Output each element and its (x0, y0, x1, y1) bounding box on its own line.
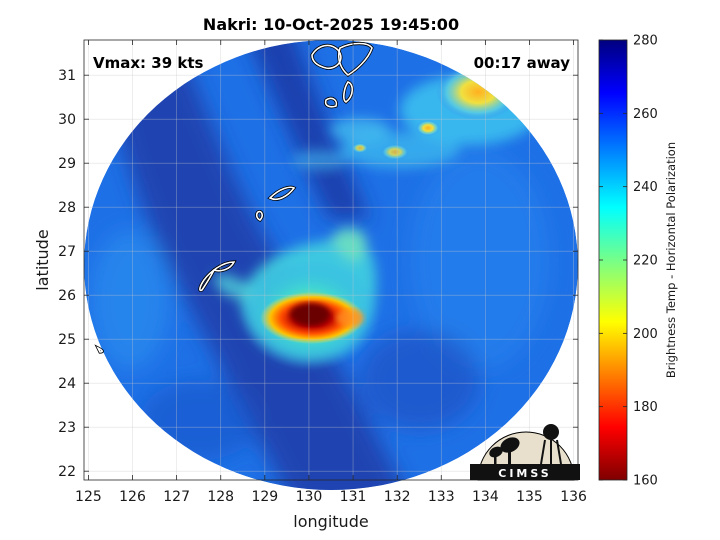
y-tick-label: 26 (58, 288, 76, 304)
y-axis-ticks: 22 23 24 25 26 27 28 29 30 31 (58, 68, 578, 480)
colorbar-tick-label: 240 (633, 180, 658, 195)
x-tick-label: 129 (251, 489, 278, 505)
x-tick-label: 134 (472, 489, 499, 505)
axes-frame (83, 39, 579, 481)
y-tick-label: 22 (58, 464, 76, 480)
coastlines (94, 41, 374, 354)
y-tick-label: 27 (58, 244, 76, 260)
y-tick-label: 29 (58, 156, 76, 172)
colorbar-tick-label: 160 (633, 474, 658, 489)
y-tick-label: 25 (58, 332, 76, 348)
y-tick-label: 23 (58, 420, 76, 436)
colorbar-tick-label: 280 (633, 34, 658, 49)
colorbar (598, 39, 628, 481)
time-away-label: 00:17 away (474, 54, 571, 72)
grid-lines (84, 40, 578, 480)
x-tick-label: 127 (163, 489, 190, 505)
x-axis-label: longitude (293, 512, 368, 531)
cimss-logo: CIMSS (470, 424, 580, 481)
x-tick-label: 133 (428, 489, 455, 505)
colorbar-tick-label: 180 (633, 400, 658, 415)
y-axis-label: latitude (33, 229, 52, 290)
logo-text: CIMSS (498, 467, 551, 480)
x-tick-label: 128 (207, 489, 234, 505)
water-tower-icon (543, 424, 559, 440)
x-tick-label: 135 (516, 489, 543, 505)
x-tick-label: 125 (75, 489, 102, 505)
x-tick-label: 136 (560, 489, 587, 505)
colorbar-ticks: 160 180 200 220 240 260 280 (599, 34, 658, 489)
x-tick-label: 132 (384, 489, 411, 505)
x-tick-label: 126 (119, 489, 146, 505)
x-tick-label: 130 (296, 489, 323, 505)
x-tick-label: 131 (340, 489, 367, 505)
satellite-dish-icon (500, 437, 520, 453)
y-tick-label: 30 (58, 112, 76, 128)
colorbar-tick-label: 200 (633, 327, 658, 342)
y-tick-label: 31 (58, 68, 76, 84)
y-tick-label: 28 (58, 200, 76, 216)
swath-image (84, 40, 578, 490)
colorbar-label: Brightness Temp - Horizontal Polarizatio… (664, 142, 678, 378)
y-tick-label: 24 (58, 376, 76, 392)
chart-title: Nakri: 10-Oct-2025 19:45:00 (203, 15, 459, 34)
colorbar-tick-label: 260 (633, 107, 658, 122)
colorbar-tick-label: 220 (633, 254, 658, 269)
x-axis-ticks: 125 126 127 128 129 130 131 132 133 134 135 136 (75, 40, 587, 505)
vmax-label: Vmax: 39 kts (93, 54, 203, 72)
